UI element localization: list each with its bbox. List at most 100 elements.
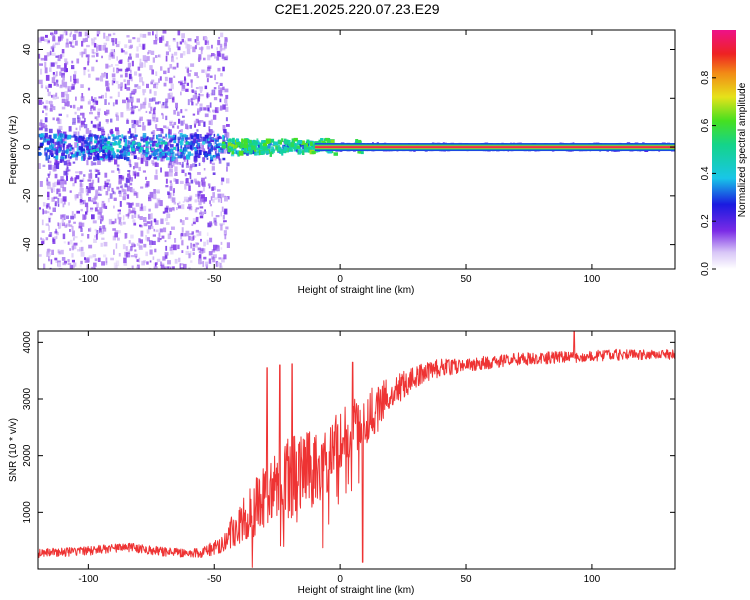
spectrogram-cell (676, 147, 680, 150)
spectrogram-cell (138, 73, 142, 77)
spectrogram-cell (107, 198, 110, 203)
spectrogram-cell (310, 141, 313, 146)
spectrogram-cell (124, 51, 128, 55)
spectrogram-cell (165, 245, 168, 251)
spectrogram-cell (42, 202, 46, 207)
spectrogram-cell (198, 250, 201, 253)
spectrogram-cell (132, 207, 136, 213)
spectrogram-cell (52, 74, 57, 78)
spectrogram-cell (155, 85, 158, 89)
spectrogram-cell (126, 139, 129, 146)
spectrogram-cell (207, 67, 211, 72)
spectrogram-cell (92, 149, 96, 152)
spectrogram-cell (261, 140, 266, 145)
spectrogram-cell (62, 143, 65, 148)
spectrogram-cell (61, 106, 66, 110)
spectrogram-cell (87, 33, 90, 39)
spectrogram-cell (49, 160, 52, 164)
spectrogram-cell (71, 225, 74, 232)
spectrogram-cell (148, 225, 151, 230)
spectrogram-cell (82, 112, 85, 119)
spectrogram-cell (207, 183, 211, 186)
spectrogram-cell (108, 153, 111, 158)
spectrogram-cell (216, 47, 218, 51)
spectrogram-cell (59, 147, 62, 152)
spectrogram-cell (89, 151, 92, 155)
spectrogram-cell (109, 143, 113, 147)
spectrogram-cell (51, 197, 55, 202)
spectrogram-cell (117, 213, 120, 220)
spectrogram-cell (138, 142, 142, 146)
spectrogram-cell (150, 106, 153, 112)
spectrogram-cell (155, 71, 158, 76)
spectrogram-cell (147, 119, 152, 125)
spectrogram-cell (181, 169, 185, 173)
spectrogram-cell (227, 142, 232, 147)
spectrogram-cell (137, 85, 141, 89)
spectrogram-cell (65, 42, 70, 48)
spectrogram-cell (43, 263, 46, 269)
spectrogram-cell (196, 36, 199, 41)
spectrogram-cell (89, 130, 92, 135)
spectrogram-cell (102, 153, 106, 158)
spectrogram-cell (104, 111, 106, 115)
spectrogram-cell (220, 146, 224, 150)
spectrogram-cell (163, 82, 167, 87)
spectrogram-cell (150, 50, 155, 55)
spectrogram-cell (170, 83, 174, 90)
spectrogram-cell (176, 41, 179, 48)
spectrogram-cell (164, 101, 168, 107)
spectrogram-cell (55, 142, 59, 145)
spectrogram-cell (54, 181, 57, 187)
spectrogram-cell (210, 196, 213, 201)
spectrogram-cell (112, 136, 117, 140)
snr-xtick-label: 100 (584, 574, 601, 585)
spectrogram-cell (87, 153, 90, 157)
spectrogram-cell (62, 75, 65, 81)
spectrogram-cell (148, 137, 151, 141)
spectrogram-cell (40, 237, 42, 240)
spectrogram-cell (307, 144, 312, 147)
spectrogram-cell (75, 175, 80, 180)
spectrogram-cell (182, 263, 187, 269)
spectrogram-cell (52, 46, 55, 52)
spectrogram-cell (296, 145, 301, 149)
spectrogram-cell (73, 262, 77, 267)
spectrogram-cell (162, 140, 166, 144)
spectrogram-cell (54, 173, 58, 179)
spectrogram-cell (131, 119, 136, 124)
spectrogram-cell (93, 150, 97, 156)
spectrogram-cell (60, 67, 65, 72)
spectrogram-cell (197, 108, 201, 113)
spectrogram-cell (46, 140, 50, 145)
spectrogram-cell (160, 156, 164, 162)
spectrogram-cell (62, 131, 67, 135)
spectrogram-cell (54, 202, 57, 207)
spectrogram-cell (59, 34, 63, 41)
spectrogram-cell (203, 201, 206, 204)
spectrogram-cell (128, 128, 131, 132)
spectrogram-cell (277, 145, 281, 149)
spectrogram-cell (105, 112, 108, 116)
spectrogram-cell (87, 61, 90, 66)
spectrogram-cell (690, 143, 693, 147)
spectrogram-cell (159, 37, 163, 43)
spectrogram-cell (187, 151, 191, 157)
spectrogram-cell (96, 148, 100, 152)
spectrogram-cell (167, 191, 170, 195)
spectrogram-cell (211, 256, 214, 260)
spectrogram-cell (115, 243, 118, 249)
spectrogram-cell (198, 56, 201, 62)
spectrogram-cell (57, 222, 59, 227)
spectrogram-cell (156, 148, 161, 152)
spectrogram-cell (193, 146, 197, 149)
spectrogram-cell (190, 82, 193, 88)
spectrogram-cell (189, 145, 193, 150)
spectrogram-cell (93, 157, 97, 161)
spectrogram-cell (213, 244, 217, 251)
spectrogram-cell (68, 156, 72, 160)
spectrogram-cell (197, 96, 201, 100)
spectrogram-cell (138, 166, 141, 171)
spectrogram-cell (121, 175, 125, 181)
spectrogram-cell (51, 33, 55, 37)
